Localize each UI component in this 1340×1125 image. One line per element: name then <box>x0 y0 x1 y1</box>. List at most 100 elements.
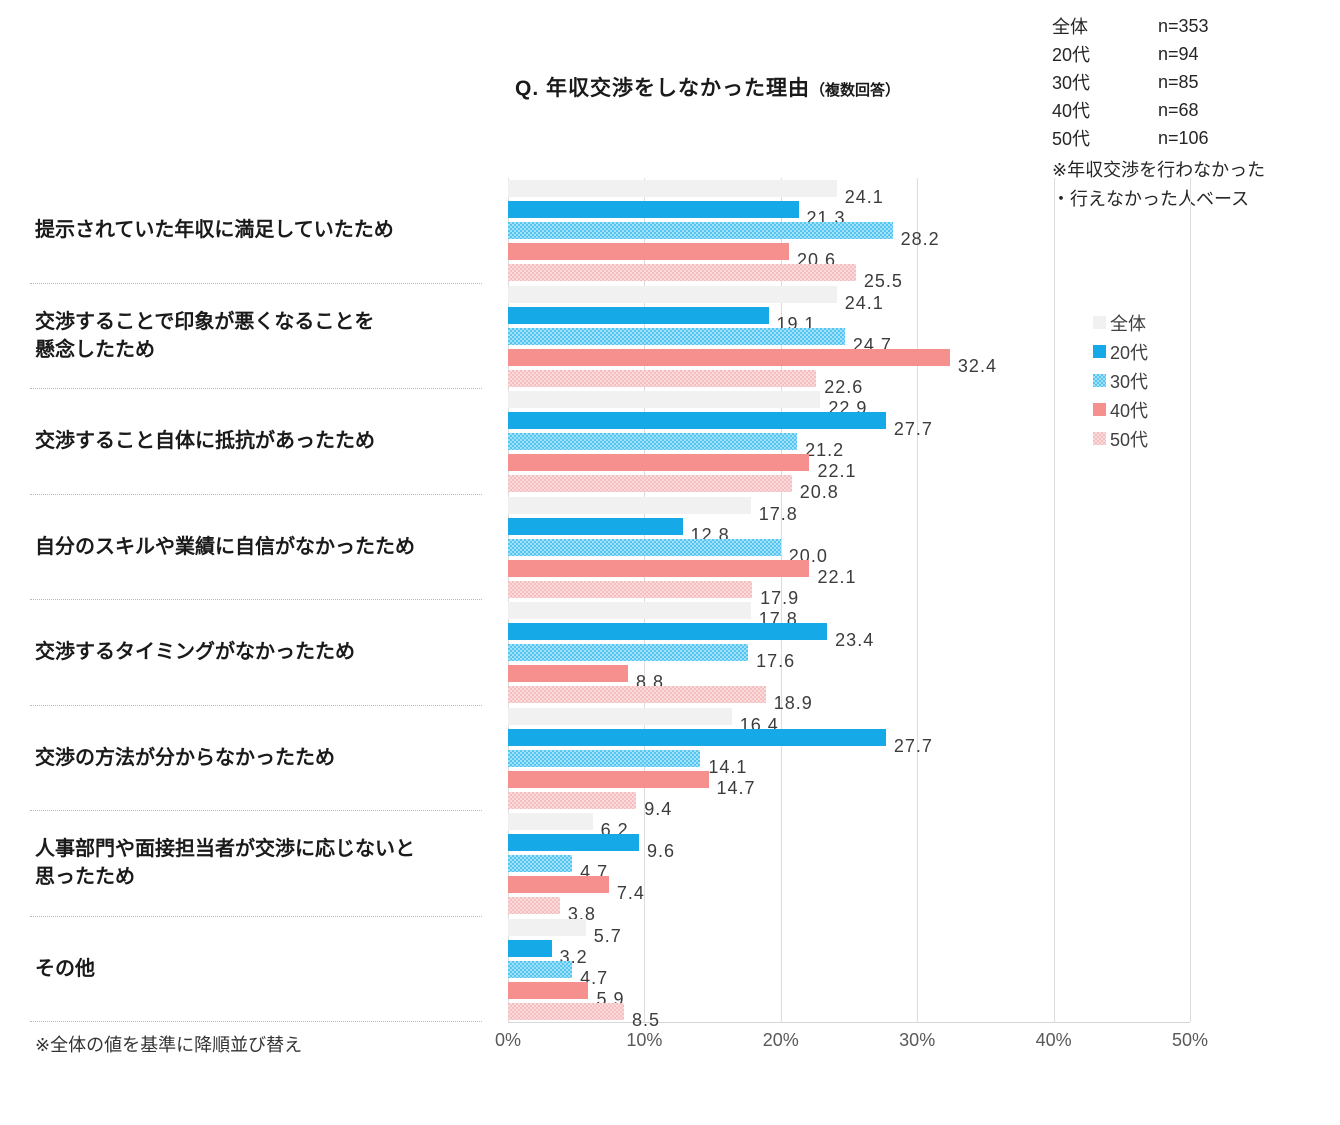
category-row: 交渉すること自体に抵抗があったため <box>30 389 482 495</box>
bar-50代-row6 <box>508 791 637 809</box>
category-row: 提示されていた年収に満足していたため <box>30 178 482 284</box>
bar-30代-row7 <box>508 855 573 873</box>
bar-value-label: 20.8 <box>799 482 839 503</box>
legend-item-全体: 全体 <box>1093 308 1148 337</box>
legend-label: 20代 <box>1110 342 1149 363</box>
legend-swatch-icon <box>1093 403 1106 416</box>
bar-40代-row8 <box>508 981 589 999</box>
x-tick-label: 40% <box>1035 1030 1072 1050</box>
bar-value-label: 28.2 <box>900 229 940 250</box>
bar-20代-row5 <box>508 623 828 641</box>
bar-全体-row4 <box>508 496 751 514</box>
bar-20代-row1 <box>508 201 799 219</box>
bar-value-label: 22.6 <box>824 376 864 397</box>
gridline <box>644 178 646 1022</box>
bar-value-label: 7.4 <box>616 883 645 904</box>
bar-30代-row3 <box>508 433 798 451</box>
category-label: 人事部門や面接担当者が交渉に応じないと 思ったため <box>35 838 415 889</box>
x-tick-label: 50% <box>1171 1030 1209 1050</box>
bar-30代-row4 <box>508 538 781 556</box>
bar-30代-row2 <box>508 327 845 345</box>
chart-title: Q. 年収交渉をしなかった理由（複数回答） <box>515 72 900 102</box>
bar-40代-row4 <box>508 559 810 577</box>
legend-item-30代: 30代 <box>1093 366 1148 395</box>
bar-value-label: 21.2 <box>805 440 845 461</box>
gridline <box>1190 178 1191 1022</box>
legend-swatch-icon <box>1093 432 1106 445</box>
bar-全体-row8 <box>508 918 586 936</box>
bar-50代-row5 <box>508 686 766 704</box>
sample-size-group: 30代 <box>1052 73 1091 93</box>
bar-40代-row5 <box>508 665 629 683</box>
bar-40代-row2 <box>508 348 950 366</box>
bar-value-label: 23.4 <box>835 630 875 651</box>
bar-value-label: 22.1 <box>817 566 857 587</box>
bar-value-label: 14.1 <box>708 756 748 777</box>
bar-全体-row7 <box>508 813 593 830</box>
category-row: 人事部門や面接担当者が交渉に応じないと 思ったため <box>30 811 482 917</box>
category-label: 自分のスキルや業績に自信がなかったため <box>35 535 415 558</box>
bar-全体-row5 <box>508 602 751 619</box>
sample-size-n: n=68 <box>1158 99 1199 120</box>
bar-40代-row1 <box>508 243 789 261</box>
bar-20代-row6 <box>508 728 886 746</box>
bar-50代-row2 <box>508 369 817 387</box>
sample-size-row: 30代 n=85 <box>1052 68 1248 96</box>
category-row: 交渉するタイミングがなかったため <box>30 600 482 706</box>
legend-label: 50代 <box>1110 429 1149 450</box>
bar-value-label: 17.9 <box>760 587 800 608</box>
legend-label: 全体 <box>1110 313 1146 334</box>
bar-20代-row2 <box>508 306 769 324</box>
legend-swatch-icon <box>1093 374 1106 387</box>
legend-label: 30代 <box>1110 371 1149 392</box>
bar-20代-row8 <box>508 939 552 957</box>
bar-value-label: 25.5 <box>863 271 903 292</box>
base-note: ※年収交渉を行わなかった ・行えなかった人ベース <box>1052 156 1265 214</box>
bar-20代-row4 <box>508 517 683 535</box>
sample-size-n: n=106 <box>1158 127 1209 148</box>
sample-size-row: 50代 n=106 <box>1052 124 1248 152</box>
sample-size-row: 全体 n=353 <box>1052 12 1248 40</box>
bar-50代-row7 <box>508 897 560 915</box>
category-label: 交渉するタイミングがなかったため <box>35 641 355 664</box>
bar-value-label: 27.7 <box>893 735 933 756</box>
bar-50代-row1 <box>508 264 856 282</box>
sample-size-group: 40代 <box>1052 101 1091 121</box>
x-tick-label: 10% <box>626 1030 663 1050</box>
bar-30代-row1 <box>508 222 893 240</box>
bar-全体-row2 <box>508 285 837 303</box>
category-label: 提示されていた年収に満足していたため <box>35 219 394 242</box>
sample-size-row: 40代 n=68 <box>1052 96 1248 124</box>
sample-size-group: 全体 <box>1052 17 1088 37</box>
sample-size-group: 50代 <box>1052 129 1091 149</box>
bar-全体-row6 <box>508 707 732 725</box>
x-tick-label: 30% <box>899 1030 936 1050</box>
gridline <box>917 178 919 1022</box>
bar-value-label: 17.8 <box>758 503 798 524</box>
sample-size-n: n=353 <box>1158 15 1209 36</box>
category-label: 交渉の方法が分からなかったため <box>35 746 335 769</box>
legend-item-50代: 50代 <box>1093 424 1148 453</box>
legend-swatch-icon <box>1093 316 1106 329</box>
category-label: 交渉すること自体に抵抗があったため <box>35 430 375 453</box>
bar-value-label: 22.1 <box>817 461 857 482</box>
legend-item-40代: 40代 <box>1093 395 1148 424</box>
bar-30代-row6 <box>508 749 701 767</box>
bar-全体-row3 <box>508 391 821 408</box>
sample-size-group: 20代 <box>1052 45 1091 65</box>
base-note-line1: ※年収交渉を行わなかった <box>1052 160 1266 180</box>
bar-30代-row5 <box>508 644 749 662</box>
bar-40代-row3 <box>508 454 810 472</box>
sample-size-row: 20代 n=94 <box>1052 40 1248 68</box>
category-label: 交渉することで印象が悪くなることを 懸念したため <box>35 310 375 361</box>
legend-label: 40代 <box>1110 400 1149 421</box>
bar-value-label: 18.9 <box>773 693 813 714</box>
category-row: その他 <box>30 917 482 1022</box>
base-note-line2: ・行えなかった人ベース <box>1052 189 1250 209</box>
bar-value-label: 5.7 <box>593 925 622 946</box>
sample-size-n: n=85 <box>1158 71 1199 92</box>
category-row: 交渉することで印象が悪くなることを 懸念したため <box>30 284 482 389</box>
category-label: その他 <box>35 957 95 980</box>
chart-title-main: Q. 年収交渉をしなかった理由 <box>515 77 811 100</box>
